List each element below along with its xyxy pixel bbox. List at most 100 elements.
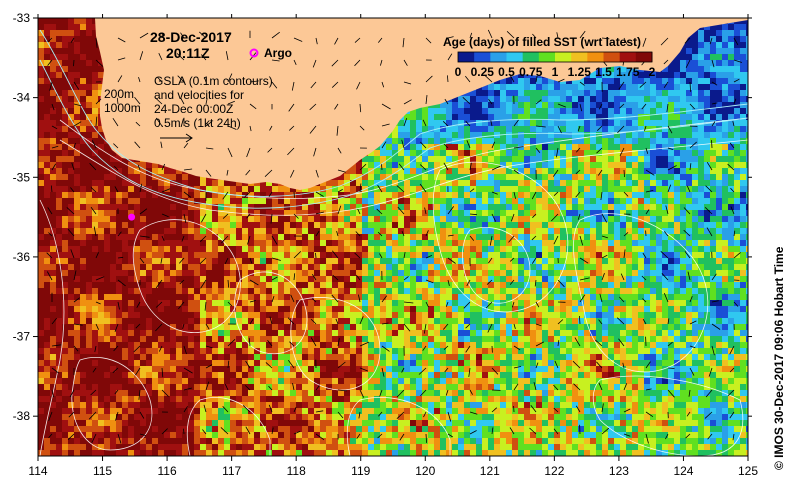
field-cell (536, 78, 542, 84)
field-cell (632, 264, 638, 270)
field-cell (464, 126, 470, 132)
field-cell (410, 234, 416, 240)
field-cell (452, 174, 458, 180)
field-cell (548, 126, 554, 132)
field-cell (86, 54, 92, 60)
field-cell (56, 222, 62, 228)
field-cell (344, 234, 350, 240)
field-cell (662, 126, 668, 132)
field-cell (704, 234, 710, 240)
field-cell (182, 198, 188, 204)
field-cell (650, 204, 656, 210)
field-cell (722, 222, 728, 228)
field-cell (218, 180, 224, 186)
field-cell (632, 90, 638, 96)
field-cell (86, 198, 92, 204)
field-cell (548, 240, 554, 246)
field-cell (416, 198, 422, 204)
field-cell (566, 156, 572, 162)
field-cell (158, 246, 164, 252)
field-cell (266, 216, 272, 222)
field-cell (434, 120, 440, 126)
field-cell (548, 192, 554, 198)
field-cell (338, 180, 344, 186)
field-cell (80, 198, 86, 204)
field-cell (224, 228, 230, 234)
field-cell (110, 198, 116, 204)
field-cell (404, 120, 410, 126)
field-cell (170, 216, 176, 222)
field-cell (326, 192, 332, 198)
field-cell (656, 168, 662, 174)
field-cell (686, 126, 692, 132)
field-cell (746, 18, 748, 24)
field-cell (662, 78, 668, 84)
field-cell (710, 42, 716, 48)
field-cell (56, 36, 62, 42)
field-cell (590, 84, 596, 90)
field-cell (482, 96, 488, 102)
field-cell (272, 264, 278, 270)
field-cell (182, 192, 188, 198)
field-cell (74, 144, 80, 150)
field-cell (716, 228, 722, 234)
field-cell (38, 102, 44, 108)
field-cell (674, 108, 680, 114)
field-cell (482, 192, 488, 198)
field-cell (50, 252, 56, 258)
field-cell (476, 162, 482, 168)
field-cell (584, 264, 590, 270)
field-cell (626, 240, 632, 246)
field-cell (626, 102, 632, 108)
field-cell (620, 162, 626, 168)
field-cell (524, 198, 530, 204)
field-cell (122, 240, 128, 246)
field-cell (698, 78, 704, 84)
field-cell (296, 246, 302, 252)
field-cell (560, 150, 566, 156)
field-cell (614, 168, 620, 174)
field-cell (218, 192, 224, 198)
field-cell (602, 114, 608, 120)
field-cell (68, 30, 74, 36)
field-cell (68, 180, 74, 186)
field-cell (716, 126, 722, 132)
field-cell (608, 126, 614, 132)
field-cell (152, 180, 158, 186)
field-cell (242, 198, 248, 204)
field-cell (596, 66, 602, 72)
field-cell (566, 186, 572, 192)
field-cell (248, 204, 254, 210)
field-cell (188, 252, 194, 258)
field-cell (602, 144, 608, 150)
field-cell (698, 90, 704, 96)
field-cell (680, 264, 686, 270)
field-cell (560, 162, 566, 168)
field-cell (68, 222, 74, 228)
field-cell (542, 126, 548, 132)
field-cell (380, 192, 386, 198)
field-cell (212, 228, 218, 234)
field-cell (578, 120, 584, 126)
field-cell (386, 162, 392, 168)
field-cell (542, 186, 548, 192)
field-cell (710, 114, 716, 120)
field-cell (68, 168, 74, 174)
field-cell (440, 132, 446, 138)
field-cell (368, 258, 374, 264)
field-cell (500, 90, 506, 96)
field-cell (704, 180, 710, 186)
field-cell (602, 192, 608, 198)
field-cell (488, 180, 494, 186)
field-cell (248, 198, 254, 204)
field-cell (56, 258, 62, 264)
field-cell (338, 174, 344, 180)
field-cell (506, 216, 512, 222)
field-cell (674, 204, 680, 210)
field-cell (656, 96, 662, 102)
field-cell (518, 168, 524, 174)
field-cell (320, 222, 326, 228)
field-cell (104, 174, 110, 180)
field-cell (710, 126, 716, 132)
field-cell (170, 258, 176, 264)
